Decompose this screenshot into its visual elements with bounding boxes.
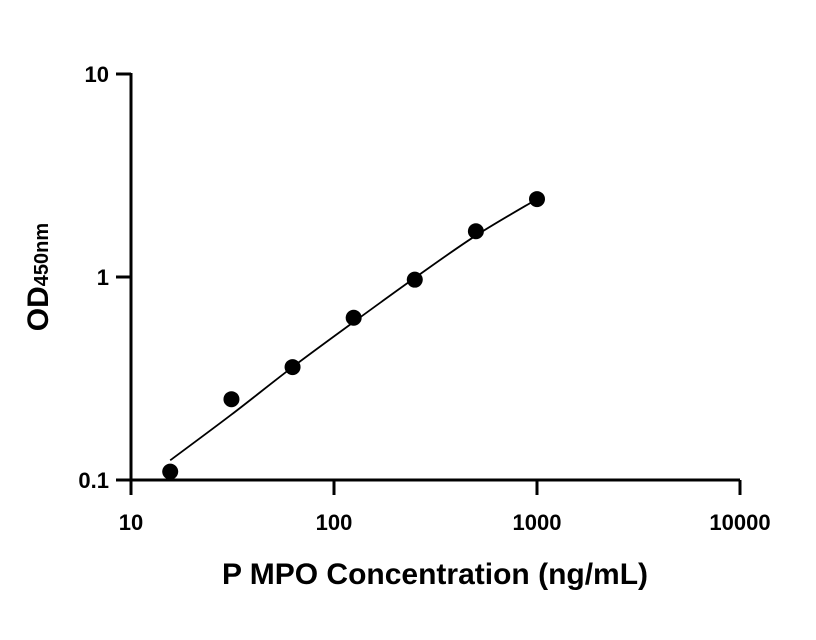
x-tick-label-2: 1000 [513, 510, 562, 535]
data-point-4 [406, 271, 423, 288]
axes: 0.1 1 10 10 100 1000 10000 [78, 62, 770, 535]
data-point-3 [345, 309, 362, 326]
y-tick-label-1: 1 [97, 265, 109, 290]
y-axis-title-subscript: 450nm [31, 223, 53, 286]
data-point-6 [529, 191, 545, 208]
y-tick-label-0: 0.1 [78, 468, 109, 493]
fit-curve-line [169, 198, 538, 462]
y-axis-title: OD450nm [22, 223, 55, 331]
x-tick-label-3: 10000 [709, 510, 770, 535]
data-points [162, 191, 545, 480]
data-point-5 [467, 223, 484, 240]
data-point-0 [162, 463, 179, 480]
x-axis-title: P MPO Concentration (ng/mL) [222, 558, 648, 591]
data-point-2 [284, 359, 301, 376]
x-tick-label-0: 10 [119, 510, 143, 535]
fit-curve-group [169, 198, 538, 462]
x-tick-label-1: 100 [316, 510, 353, 535]
data-point-1 [223, 391, 240, 408]
y-tick-label-2: 10 [85, 62, 109, 87]
y-axis-title-main: OD [22, 286, 55, 331]
